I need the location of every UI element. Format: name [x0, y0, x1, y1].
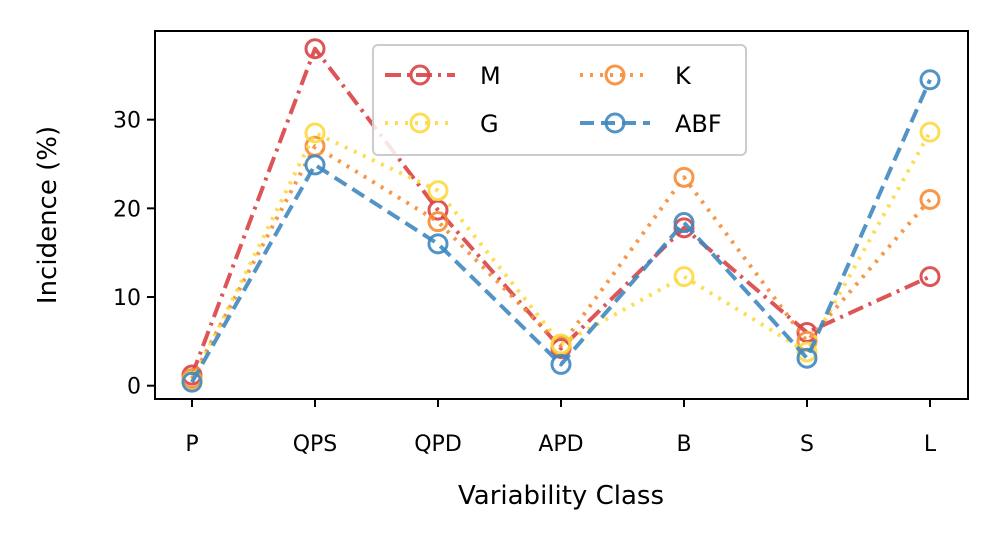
legend-label: G [480, 110, 499, 138]
x-tick-label: S [800, 432, 814, 457]
data-point-abf-s [796, 347, 818, 369]
series-line-m [190, 46, 931, 376]
series-m [181, 38, 941, 386]
series-abf [181, 69, 941, 393]
legend-marker [604, 112, 626, 134]
y-axis-label: Incidence (%) [33, 126, 63, 304]
legend-marker [604, 64, 626, 86]
data-point-abf-p [181, 371, 203, 393]
data-point-abf-qpd [427, 233, 449, 255]
x-tick-label: B [676, 432, 691, 457]
legend-label: M [480, 62, 501, 90]
data-point-m-qpd [427, 199, 449, 221]
y-axis: 0 10 20 30 [113, 109, 155, 400]
legend-item-k: K [580, 62, 692, 90]
data-point-g-qps [304, 122, 326, 144]
x-axis: P QPS QPD APD B S L [185, 399, 937, 457]
y-tick-label: 0 [127, 375, 141, 400]
legend-box [372, 44, 747, 156]
x-tick-label: APD [538, 432, 583, 457]
data-point-g-b [673, 266, 695, 288]
series-line-abf [190, 78, 932, 384]
x-tick-label: QPD [414, 432, 462, 457]
data-point-m-l [919, 266, 941, 288]
data-point-abf-apd [550, 353, 572, 375]
data-point-m-s [796, 321, 818, 343]
legend-label: ABF [675, 110, 722, 138]
data-point-k-qpd [427, 211, 449, 233]
data-point-g-l [919, 121, 941, 143]
legend-marker [409, 64, 431, 86]
legend-item-m: M [385, 62, 501, 90]
x-tick-label: L [924, 432, 937, 457]
data-point-g-s [796, 341, 818, 363]
data-point-g-apd [550, 333, 572, 355]
legend: M K G ABF [372, 44, 747, 156]
data-point-abf-b [673, 212, 695, 234]
x-tick-label: P [185, 432, 198, 457]
x-tick-label: QPS [293, 432, 338, 457]
data-point-m-qps [304, 38, 326, 60]
y-tick-label: 20 [113, 197, 141, 222]
legend-marker [409, 112, 431, 134]
legend-item-abf: ABF [580, 110, 722, 138]
series-layer [181, 38, 941, 393]
legend-item-g: G [385, 110, 499, 138]
series-line-k [190, 144, 932, 380]
data-point-k-l [919, 188, 941, 210]
data-point-g-qpd [427, 180, 449, 202]
y-tick-label: 10 [113, 286, 141, 311]
data-point-abf-l [919, 69, 941, 91]
data-point-k-b [673, 166, 695, 188]
y-tick-label: 30 [113, 109, 141, 134]
x-axis-label: Variability Class [458, 481, 664, 511]
data-point-abf-qps [304, 154, 326, 176]
legend-label: K [675, 62, 692, 90]
